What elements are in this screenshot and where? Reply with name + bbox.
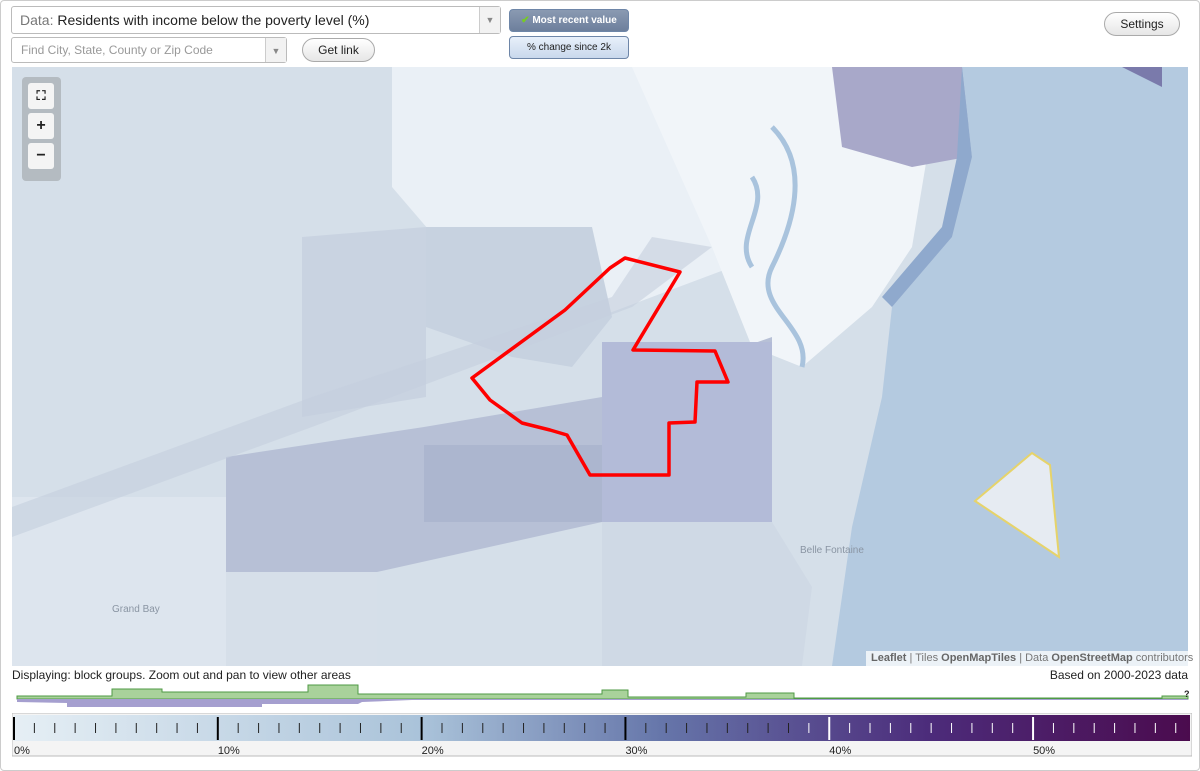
legend-tick-label: 20%	[422, 745, 444, 757]
change-toggle[interactable]: % change since 2k	[509, 36, 629, 59]
hist-green	[16, 684, 1189, 700]
block-group	[602, 342, 772, 522]
select-arrow[interactable]: ▼	[479, 7, 500, 33]
place-label: Belle Fontaine	[800, 545, 864, 556]
attr-data: Data	[1025, 652, 1049, 664]
block-group	[226, 572, 377, 666]
search-box[interactable]: Find City, State, County or Zip Code ▼	[11, 37, 287, 63]
attr-data-source: OpenStreetMap	[1051, 652, 1133, 664]
data-value: Residents with income below the poverty …	[57, 12, 370, 28]
legend: 0% 10% 20% 30% 40% 50%	[12, 713, 1192, 757]
settings-button[interactable]: Settings	[1104, 12, 1180, 36]
search-placeholder: Find City, State, County or Zip Code	[21, 43, 213, 57]
data-select[interactable]: Data: Residents with income below the po…	[11, 6, 501, 34]
legend-tick-label: 50%	[1033, 745, 1055, 757]
attr-sep: |	[909, 652, 913, 664]
river	[743, 125, 806, 368]
attr-tiles: Tiles	[915, 652, 939, 664]
zoom-in-button[interactable]: +	[28, 113, 54, 139]
block-group	[832, 67, 972, 167]
block-group	[602, 522, 812, 666]
legend-tick-label: 40%	[829, 745, 851, 757]
block-group	[1122, 67, 1162, 87]
legend-tick-label: 30%	[625, 745, 647, 757]
selected-area[interactable]	[470, 256, 730, 477]
zoom-out-button[interactable]: −	[28, 143, 54, 169]
block-group	[12, 497, 226, 666]
most-recent-label: Most recent value	[532, 15, 617, 26]
most-recent-toggle[interactable]: ✔ Most recent value	[509, 9, 629, 32]
search-arrow[interactable]: ▼	[265, 38, 286, 62]
based-on-note: Based on 2000-2023 data	[1049, 668, 1188, 682]
shoreline	[882, 67, 972, 307]
water	[832, 67, 1188, 666]
legend-tick-label: 0%	[14, 745, 30, 757]
hist-purple	[17, 699, 1188, 707]
map[interactable]: Grand Bay Belle Fontaine	[12, 67, 1188, 666]
corridor	[12, 237, 712, 537]
attr-leaflet: Leaflet	[871, 652, 907, 664]
legend-bar	[14, 715, 1190, 741]
fullscreen-button[interactable]: ⛶	[28, 83, 54, 109]
get-link-button[interactable]: Get link	[302, 38, 375, 62]
block-group	[424, 445, 602, 522]
attr-tiles-source: OpenMapTiles	[941, 652, 1017, 664]
data-label: Data:	[20, 12, 54, 28]
help-mark[interactable]: ?	[1184, 689, 1190, 699]
attribution: Leaflet | Tiles OpenMapTiles | Data Open…	[866, 651, 1199, 667]
highlight-area[interactable]	[973, 451, 1061, 560]
map-controls: ⛶ + −	[22, 77, 61, 181]
legend-tick-label: 10%	[218, 745, 240, 757]
block-group	[426, 227, 612, 367]
place-label: Grand Bay	[112, 604, 160, 615]
attr-contrib: contributors	[1135, 652, 1194, 664]
displaying-note: Displaying: block groups. Zoom out and p…	[12, 668, 351, 682]
distribution: ?	[16, 684, 1190, 707]
attr-sep: |	[1019, 652, 1023, 664]
